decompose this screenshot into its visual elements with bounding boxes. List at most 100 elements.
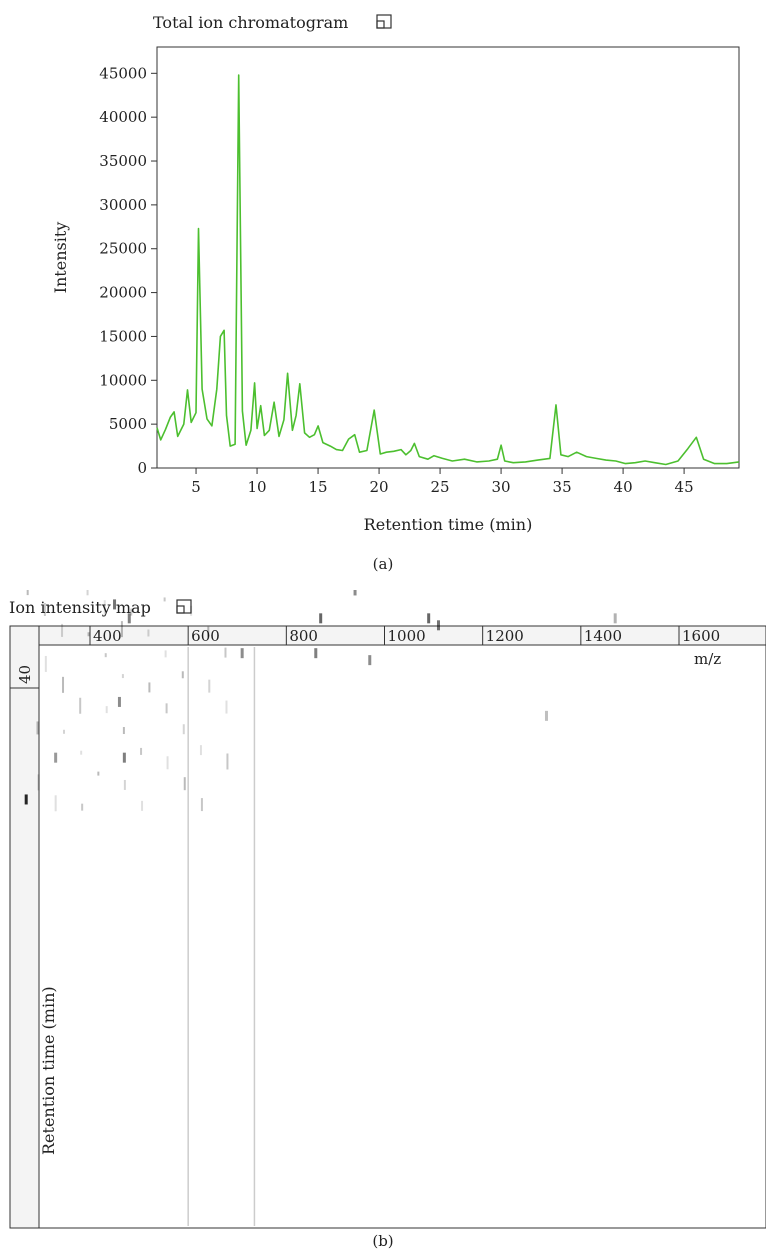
texture-speck (208, 679, 211, 693)
texture-speck (87, 632, 90, 637)
texture-speck (63, 729, 66, 734)
x-tick-label: 600 (191, 627, 220, 645)
texture-speck (182, 724, 185, 735)
heatmap-spot (613, 613, 617, 624)
chart-title: Total ion chromatogram (153, 13, 348, 32)
y-tick-label: 45000 (99, 64, 147, 82)
texture-speck (62, 676, 65, 693)
x-axis-label: Retention time (min) (364, 515, 533, 534)
texture-speck (130, 608, 133, 616)
heatmap-spot (54, 752, 58, 763)
heatmap-spot (436, 620, 440, 631)
figure-caption-b: (b) (372, 1232, 394, 1250)
x-tick-label: 10 (248, 478, 267, 496)
texture-speck (122, 727, 125, 735)
x-tick-label: 25 (431, 478, 450, 496)
texture-speck (103, 600, 106, 617)
x-axis-label: m/z (694, 650, 721, 668)
heatmap-spot (368, 655, 372, 666)
texture-speck (123, 779, 126, 790)
texture-speck (190, 605, 193, 616)
texture-speck (140, 747, 143, 755)
texture-speck (207, 626, 210, 637)
texture-speck (86, 590, 89, 596)
rt-ruler (9, 625, 40, 1229)
x-tick-label: 40 (614, 478, 633, 496)
texture-speck (81, 803, 84, 811)
texture-speck (181, 671, 184, 679)
texture-speck (36, 721, 39, 735)
y-tick-label: 20000 (99, 284, 147, 302)
total-ion-chromatogram-chart: Total ion chromatogram 0 5000 10000 15000 200… (51, 13, 740, 534)
texture-speck (200, 798, 203, 812)
x-tick-label: 1600 (682, 627, 720, 645)
y-tick-label: 10000 (99, 371, 147, 389)
texture-speck (79, 697, 82, 714)
heatmap-spot (353, 590, 357, 596)
map-texture (26, 590, 256, 1226)
y-tick-label: 40000 (99, 108, 147, 126)
x-tick-label: 45 (675, 478, 694, 496)
heatmap-spot (544, 710, 548, 721)
x-tick-label: 15 (309, 478, 328, 496)
texture-speck (166, 756, 169, 770)
texture-speck (104, 653, 107, 658)
texture-speck (163, 597, 166, 602)
texture-speck (121, 674, 124, 679)
y-tick-label: 40 (16, 665, 34, 684)
x-tick-label: 5 (191, 478, 201, 496)
texture-speck (43, 603, 46, 617)
texture-speck (226, 753, 229, 770)
figure-caption-a: (a) (372, 555, 394, 573)
y-tick-label: 30000 (99, 196, 147, 214)
texture-speck (26, 590, 29, 596)
texture-speck (148, 682, 151, 693)
y-axis-label: Retention time (min) (39, 986, 58, 1155)
x-tick-label: 35 (553, 478, 572, 496)
texture-speck (44, 655, 47, 672)
texture-speck (37, 774, 40, 791)
texture-speck (164, 650, 167, 658)
y-tick-label: 5000 (109, 415, 147, 433)
heatmap-spot (127, 613, 131, 624)
texture-speck (225, 700, 228, 714)
y-tick-label: 35000 (99, 152, 147, 170)
x-tick-label: 1000 (388, 627, 426, 645)
texture-speck (147, 629, 150, 637)
expand-icon (376, 14, 392, 29)
texture-speck (80, 750, 83, 755)
x-tick-label: 30 (492, 478, 511, 496)
x-tick-label: 800 (289, 627, 318, 645)
y-axis-label: Intensity (51, 222, 70, 294)
texture-speck (141, 800, 144, 811)
series-line-intensity (156, 74, 740, 466)
y-tick-label: 0 (137, 459, 147, 477)
heatmap-spot (427, 613, 431, 624)
heatmap-spot (240, 648, 244, 659)
x-tick-label: 20 (370, 478, 389, 496)
plot-frame (156, 46, 740, 469)
map-plot-area (38, 644, 766, 1229)
texture-speck (61, 623, 64, 637)
heatmap-spot (314, 648, 318, 659)
heatmap-spot (117, 696, 121, 707)
heatmap-spot (24, 794, 28, 805)
texture-speck (54, 795, 57, 812)
heatmap-spot (122, 752, 126, 763)
x-tick-label: 1200 (486, 627, 524, 645)
texture-speck (120, 621, 123, 638)
texture-speck (165, 703, 168, 714)
texture-speck (199, 745, 202, 756)
expand-icon (176, 599, 192, 614)
x-tick-label: 400 (93, 627, 122, 645)
texture-speck (97, 771, 100, 776)
heatmap-spot (113, 599, 117, 610)
texture-speck (183, 777, 186, 791)
x-tick-label: 1400 (584, 627, 622, 645)
heatmap-spot (319, 613, 323, 624)
y-tick-label: 15000 (99, 327, 147, 345)
texture-speck (224, 647, 227, 658)
texture-speck (105, 706, 108, 714)
y-tick-label: 25000 (99, 240, 147, 258)
